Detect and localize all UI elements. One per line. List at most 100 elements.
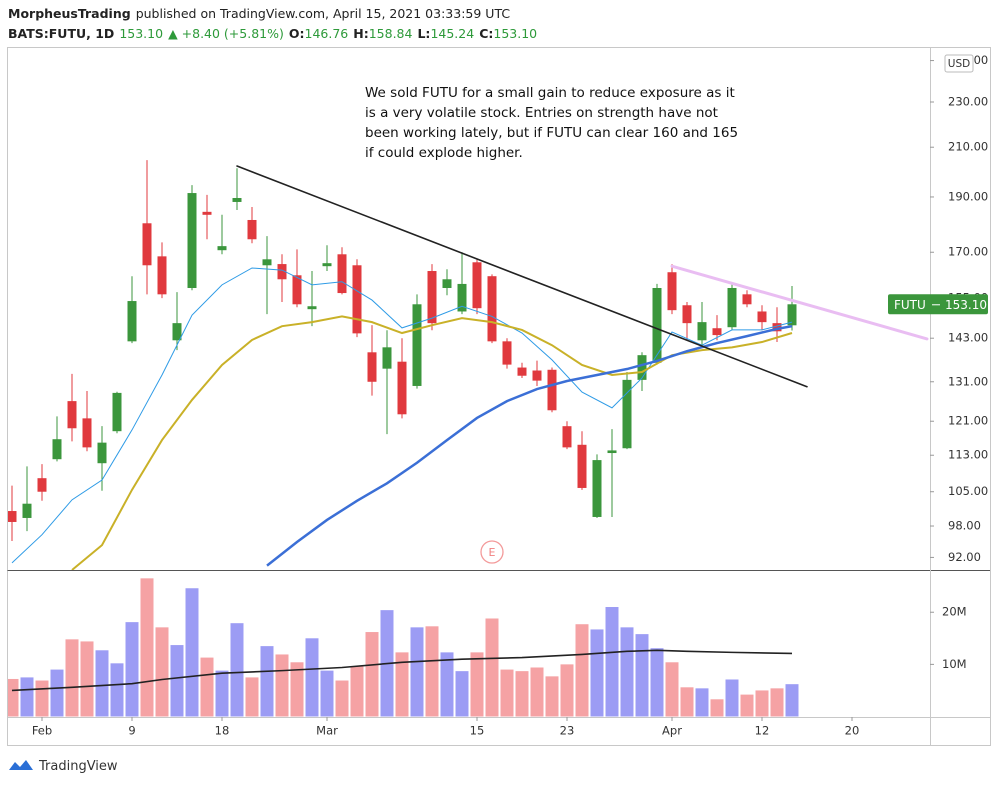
x-tick-label: Apr: [662, 724, 682, 738]
last-price-name: FUTU: [894, 298, 926, 312]
frame: [7, 47, 991, 746]
volume-bar: [635, 634, 649, 717]
volume-tick-label: 10M: [942, 657, 967, 671]
volume-bar: [215, 670, 229, 717]
volume-pane: [8, 578, 799, 717]
last-price-value: 153.10: [945, 298, 987, 312]
candle-body: [457, 283, 467, 312]
symbol: BATS:FUTU, 1D: [8, 26, 115, 41]
currency-box: [944, 54, 974, 73]
x-tick-label: 15: [470, 724, 485, 738]
publish-line: MorpheusTrading published on TradingView.…: [8, 6, 510, 21]
candle-body: [382, 347, 392, 369]
x-tick-label: Feb: [32, 724, 52, 738]
candle-body: [337, 254, 347, 294]
y-tick-label: 92.00: [948, 550, 981, 564]
volume-bar: [170, 645, 184, 717]
axes: 250.00230.00210.00190.00170.00155.00143.…: [32, 53, 988, 737]
ohlc: L:145.24: [417, 26, 474, 41]
x-tick-label: 20: [845, 724, 860, 738]
candle-body: [217, 246, 227, 251]
candle-body: [577, 444, 587, 488]
volume-bar: [275, 654, 289, 717]
currency: USD: [948, 58, 970, 70]
candle-body: [352, 265, 362, 334]
volume-bar: [785, 684, 799, 717]
ohlc: H:158.84: [353, 26, 412, 41]
candle-body: [427, 271, 437, 324]
candle-body: [307, 306, 317, 310]
volume-bar: [140, 578, 154, 717]
volume-bar: [650, 648, 664, 717]
published: published on TradingView.com, April 15, …: [135, 6, 511, 21]
volume-bar: [365, 632, 379, 717]
candle-body: [172, 323, 182, 341]
price: 153.10: [119, 26, 164, 41]
volume-bar: [185, 588, 199, 717]
volume-bar: [8, 678, 19, 717]
y-tick-label: 230.00: [948, 95, 988, 109]
candle-body: [367, 352, 377, 382]
ohlc-value: 153.10: [493, 26, 538, 41]
candle-body: [517, 367, 527, 376]
earnings-label: E: [489, 546, 496, 559]
candle-body: [547, 369, 557, 411]
volume-bar: [425, 626, 439, 717]
volume-bar: [485, 618, 499, 717]
candle-body: [727, 287, 737, 328]
x-tick-label: 18: [215, 724, 230, 738]
volume-bar: [695, 688, 709, 717]
candle-body: [127, 301, 137, 342]
quote-line: BATS:FUTU, 1D 153.10 ▲ +8.40 (+5.81%) O:…: [8, 26, 537, 41]
candle-body: [412, 304, 422, 386]
candle-body: [667, 272, 677, 311]
candle-body: [637, 355, 647, 380]
annotation: is a very volatile stock. Entries on str…: [365, 105, 718, 121]
y-tick-label: 190.00: [948, 189, 988, 203]
volume-bar: [335, 680, 349, 717]
price-pane: [8, 160, 929, 570]
ohlc-value: 158.84: [368, 26, 413, 41]
volume-bar: [20, 677, 34, 717]
candle-body: [592, 460, 602, 517]
volume-bar: [710, 699, 724, 717]
candle-body: [247, 219, 257, 240]
candle-body: [82, 418, 92, 448]
ohlc: C:153.10: [479, 26, 537, 41]
candle-body: [157, 256, 167, 295]
volume-bar: [245, 677, 259, 717]
moving-average: [71, 315, 793, 570]
candle-body: [397, 361, 407, 415]
candle-body: [22, 503, 32, 518]
candle-body: [682, 305, 692, 324]
volume-bar: [200, 657, 214, 717]
volume-bar: [410, 627, 424, 717]
volume-bar: [770, 688, 784, 717]
ohlc: O:146.76: [289, 26, 348, 41]
annotation: We sold FUTU for a small gain to reduce …: [365, 85, 735, 101]
candle-body: [232, 198, 242, 202]
candle-body: [112, 392, 122, 432]
moving-average: [266, 324, 793, 567]
candle-body: [442, 279, 452, 288]
candle-body: [37, 478, 47, 492]
candle-body: [472, 262, 482, 309]
volume-average: [11, 649, 793, 692]
volume-bar: [110, 663, 124, 717]
candle-body: [757, 311, 767, 323]
candle-body: [202, 211, 212, 215]
volume-bar: [665, 662, 679, 717]
logo: [9, 760, 33, 770]
earnings-marker: [480, 540, 504, 564]
candle-body: [322, 263, 332, 267]
volume-bar: [725, 679, 739, 717]
candle-body: [142, 223, 152, 266]
volume-bar: [545, 676, 559, 717]
trendline: [236, 165, 808, 388]
ohlc-key: C:: [479, 26, 494, 41]
candle-body: [697, 322, 707, 341]
volume-bar: [575, 624, 589, 717]
volume-bar: [155, 627, 169, 717]
x-tick-label: 9: [128, 724, 135, 738]
author: MorpheusTrading: [8, 6, 131, 21]
